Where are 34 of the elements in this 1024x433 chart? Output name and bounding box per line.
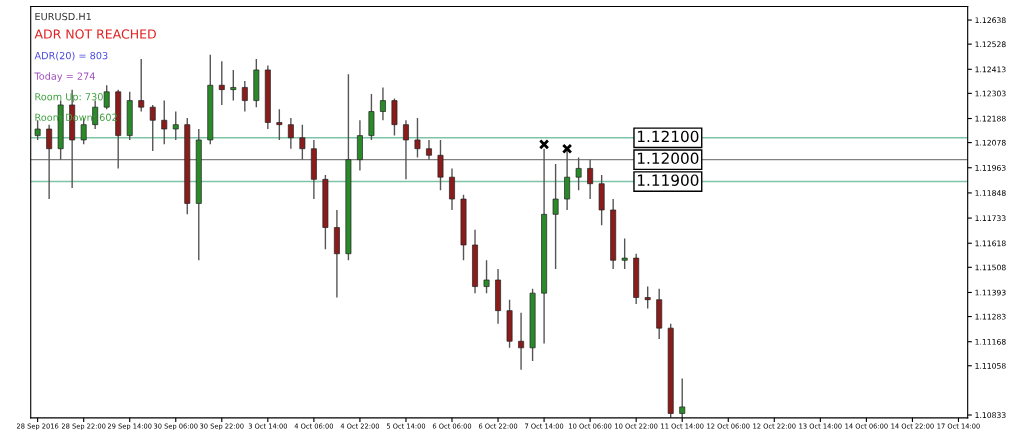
candlestick [218,60,225,106]
candlestick [34,119,41,141]
candlestick [172,110,179,141]
candlestick [426,139,432,161]
candlestick [380,86,386,121]
candlestick [575,156,582,191]
candlestick [483,259,490,294]
candlestick [621,237,628,270]
candlestick [276,108,283,141]
candlestick [437,139,444,191]
candlestick [552,163,559,270]
annotation: ADR NOT REACHED [34,29,156,39]
candlestick [161,99,168,146]
candlestick [241,80,248,113]
candlestick [230,69,237,102]
candlestick [518,312,525,371]
candlestick [644,285,651,310]
candlestick [103,84,110,111]
candlestick [149,104,156,152]
candlestick [138,58,145,113]
annotation: ADR(20) = 803 [34,51,108,61]
candlestick [449,167,455,211]
candlestick [587,158,594,200]
candlestick [46,123,53,200]
candlestick [287,117,294,150]
ref-line-label: 1.12100 [637,130,699,143]
ref-line-label: 1.12000 [637,152,699,165]
candlestick [414,117,421,159]
candlestick [299,123,306,161]
ref-line-label: 1.11900 [637,174,699,186]
candlestick [679,377,686,418]
annotation: EURUSD.H1 [35,12,91,21]
candlestick [403,119,409,181]
annotation: Today = 274 [34,72,95,82]
